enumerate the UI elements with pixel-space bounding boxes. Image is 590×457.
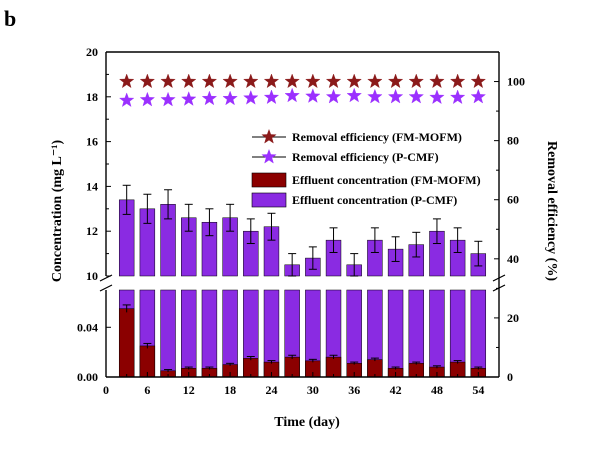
y2-tick-label: 100	[507, 75, 525, 89]
legend-swatch	[251, 172, 287, 188]
legend-label: Effluent concentration (P-CMF)	[292, 193, 457, 207]
star-marker	[118, 73, 135, 89]
star-marker	[429, 89, 445, 105]
star-marker	[160, 73, 176, 89]
star-marker	[222, 90, 238, 106]
legend-label: Effluent concentration (FM-MOFM)	[292, 173, 481, 187]
x-tick-label: 36	[348, 383, 360, 397]
x-tick-label: 42	[390, 383, 402, 397]
bar-pcmf-lower	[160, 289, 176, 378]
star-marker	[160, 91, 176, 107]
star-marker	[470, 73, 487, 89]
x-tick-label: 24	[265, 383, 277, 397]
star-marker	[243, 73, 259, 89]
star-marker	[263, 89, 280, 105]
star-marker	[181, 91, 197, 106]
legend-star	[261, 148, 277, 164]
star-marker	[470, 88, 487, 104]
star-marker	[408, 88, 424, 104]
star-marker	[367, 73, 383, 89]
y-tick-label: 0.00	[77, 370, 98, 384]
x-tick-label: 0	[103, 383, 109, 397]
star-marker	[139, 91, 156, 107]
axis-break-mark	[99, 284, 113, 292]
y2-tick-label: 60	[507, 193, 519, 207]
x-tick-label: 48	[431, 383, 443, 397]
y2-tick-label: 0	[507, 370, 513, 384]
star-marker	[222, 73, 238, 89]
legend-swatch	[251, 192, 287, 208]
legend-star	[261, 128, 277, 144]
y2-tick-label: 40	[507, 252, 519, 266]
star-marker	[449, 89, 466, 105]
y2-axis-title: Removal efficiency (%)	[544, 141, 559, 281]
star-marker	[118, 92, 135, 107]
star-marker	[325, 88, 342, 104]
y2-tick-label: 20	[507, 311, 519, 325]
bar-fmmofm	[118, 308, 135, 378]
star-marker	[201, 90, 218, 106]
bar-pcmf-lower	[201, 289, 218, 378]
y-tick-label: 16	[86, 135, 98, 149]
star-marker	[325, 73, 342, 89]
y-tick-label: 10	[86, 269, 98, 283]
star-marker	[263, 73, 280, 89]
x-tick-label: 18	[224, 383, 236, 397]
star-marker	[305, 88, 321, 103]
x-tick-label: 6	[144, 383, 150, 397]
star-marker	[367, 88, 383, 104]
x-tick-label: 30	[307, 383, 319, 397]
star-marker	[305, 73, 321, 89]
bar-pcmf-lower	[387, 289, 404, 378]
x-tick-label: 54	[472, 383, 484, 397]
star-marker	[201, 73, 218, 89]
y-tick-label: 0.04	[77, 320, 98, 334]
x-tick-label: 12	[183, 383, 195, 397]
star-marker	[181, 73, 197, 89]
bar-pcmf-lower	[181, 289, 197, 378]
star-marker	[449, 73, 466, 89]
panel-label: b	[4, 6, 16, 31]
y-axis-title: Concentration (mg L⁻¹)	[50, 140, 65, 283]
legend-label: Removal efficiency (FM-MOFM)	[292, 130, 462, 144]
y-tick-label: 12	[86, 224, 98, 238]
star-marker	[387, 88, 404, 104]
star-marker	[387, 73, 404, 89]
star-marker	[139, 73, 156, 89]
bar-pcmf-lower	[470, 289, 487, 378]
star-marker	[346, 87, 362, 103]
legend-label: Removal efficiency (P-CMF)	[292, 150, 439, 164]
y-tick-label: 18	[86, 90, 98, 104]
star-marker	[346, 73, 362, 89]
star-marker	[429, 73, 445, 89]
y2-tick-label: 80	[507, 134, 519, 148]
bar-pcmf-lower	[429, 289, 445, 378]
axis-break-mark	[492, 274, 506, 282]
y-tick-label: 20	[86, 45, 98, 59]
star-marker	[408, 73, 424, 89]
star-marker	[284, 73, 300, 89]
star-marker	[284, 87, 300, 103]
y-tick-label: 14	[86, 179, 98, 193]
x-axis-title: Time (day)	[274, 415, 340, 430]
star-marker	[243, 90, 259, 105]
